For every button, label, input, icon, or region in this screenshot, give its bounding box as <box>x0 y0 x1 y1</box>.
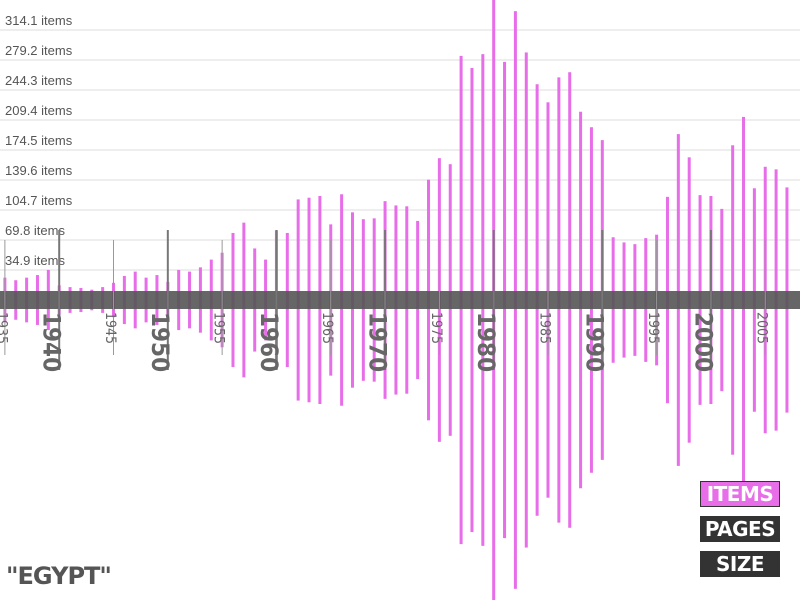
y-tick-label: 279.2 items <box>5 43 73 58</box>
y-tick-label: 139.6 items <box>5 163 73 178</box>
x-tick-label: 1950 <box>146 312 174 372</box>
y-tick-label: 209.4 items <box>5 103 73 118</box>
x-tick-label: 1985 <box>536 312 552 344</box>
x-tick-label: 1960 <box>255 312 283 372</box>
items-button[interactable]: ITEMS <box>700 481 780 507</box>
x-tick-label: 1955 <box>211 312 227 344</box>
size-button[interactable]: SIZE <box>700 551 780 577</box>
x-tick-label: 1965 <box>319 312 335 344</box>
y-tick-label: 69.8 items <box>5 223 65 238</box>
axis-band <box>0 291 800 309</box>
y-tick-label: 34.9 items <box>5 253 65 268</box>
pages-button[interactable]: PAGES <box>700 516 780 542</box>
y-tick-label: 174.5 items <box>5 133 73 148</box>
x-tick-label: 2000 <box>689 312 717 372</box>
x-tick-label: 1940 <box>38 312 66 372</box>
x-tick-label: 1975 <box>428 312 444 344</box>
x-tick-label: 1970 <box>363 312 391 372</box>
y-tick-label: 244.3 items <box>5 73 73 88</box>
x-tick-label: 1935 <box>0 312 9 344</box>
x-tick-label: 1990 <box>581 312 609 372</box>
x-tick-label: 2005 <box>754 312 770 344</box>
x-tick-label: 1980 <box>472 312 500 372</box>
y-tick-label: 314.1 items <box>5 13 73 28</box>
y-tick-label: 104.7 items <box>5 193 73 208</box>
x-tick-label: 1995 <box>645 312 661 344</box>
country-title: "EGYPT" <box>6 562 112 590</box>
x-tick-label: 1945 <box>102 312 118 344</box>
